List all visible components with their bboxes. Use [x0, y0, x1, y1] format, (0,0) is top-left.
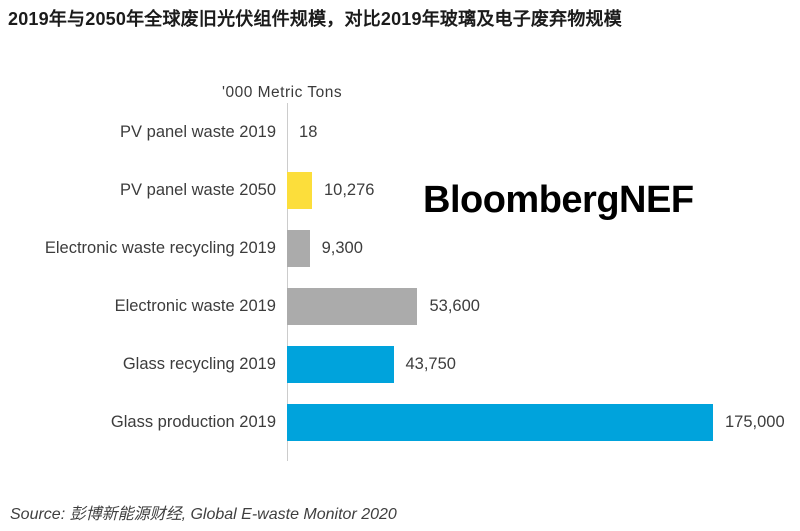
value-label: 175,000	[725, 412, 785, 431]
category-label: Electronic waste recycling 2019	[44, 238, 276, 257]
bar	[287, 403, 713, 441]
bar-row: Glass production 2019 175,000	[0, 393, 800, 451]
value-label: 10,276	[324, 180, 375, 199]
y-axis-line	[287, 103, 288, 461]
category-label: PV panel waste 2019	[120, 122, 276, 141]
bar-chart: PV panel waste 2019 18 PV panel waste 2050…	[0, 103, 800, 451]
bar	[287, 287, 418, 325]
bar-row: Electronic waste recycling 2019 9,300	[0, 219, 800, 277]
bar-row: Electronic waste 2019 53,600	[0, 277, 800, 335]
category-label: Glass recycling 2019	[122, 354, 276, 373]
value-label: 18	[299, 122, 318, 141]
bar	[287, 345, 394, 383]
bar-row: PV panel waste 2050 10,276	[0, 161, 800, 219]
category-label: Electronic waste 2019	[114, 296, 276, 315]
bar-row: Glass recycling 2019 43,750	[0, 335, 800, 393]
source-note: Source: 彭博新能源财经, Global E-waste Monitor …	[10, 506, 397, 523]
bar	[287, 229, 310, 267]
value-label: 43,750	[405, 354, 456, 373]
category-label: PV panel waste 2050	[120, 180, 276, 199]
value-label: 9,300	[321, 238, 363, 257]
bar	[287, 171, 312, 209]
chart-title: 2019年与2050年全球废旧光伏组件规模，对比2019年玻璃及电子废弃物规模	[8, 9, 622, 29]
value-label: 53,600	[429, 296, 480, 315]
category-label: Glass production 2019	[110, 412, 276, 431]
axis-title: '000 Metric Tons	[222, 84, 343, 101]
bloombergnef-logo: BloombergNEF	[423, 179, 694, 221]
bar-row: PV panel waste 2019 18	[0, 103, 800, 161]
